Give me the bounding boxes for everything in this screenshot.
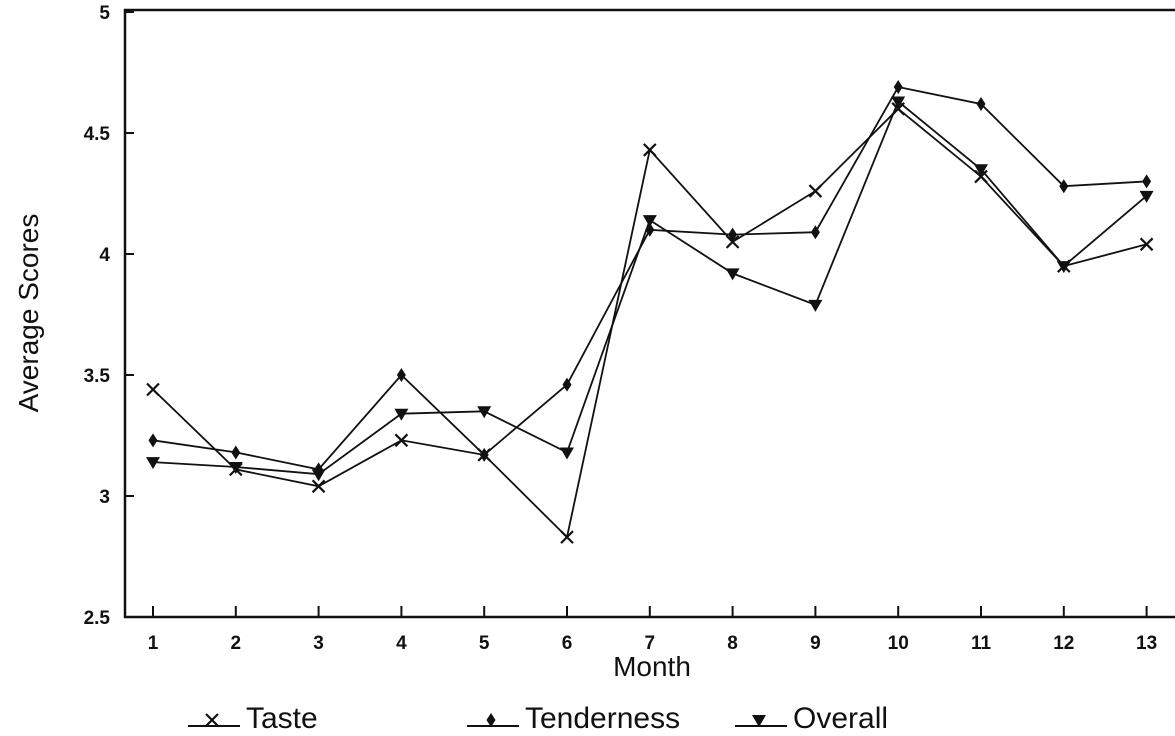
x-tick-label: 4 (396, 633, 407, 654)
x-tick-label: 1 (148, 633, 159, 654)
data-point-taste (311, 479, 326, 494)
series-markers (146, 80, 1154, 544)
plot-frame (123, 8, 1175, 619)
y-tick-label: 4.5 (84, 124, 111, 145)
data-point-taste (974, 169, 988, 184)
data-point-overall (808, 299, 823, 312)
data-point-tenderness (893, 80, 903, 95)
x-tick-label: 13 (1136, 633, 1157, 654)
data-point-overall (477, 406, 492, 419)
data-point-tenderness (645, 222, 655, 237)
legend-label: Overall (793, 702, 888, 735)
data-point-tenderness (479, 447, 489, 462)
legend-label: Tenderness (525, 702, 680, 735)
x-tick-label: 2 (231, 633, 242, 654)
data-point-taste (560, 530, 574, 544)
y-tick-label: 5 (99, 3, 110, 24)
series-lines (152, 85, 1148, 539)
data-point-taste (891, 102, 905, 116)
data-point-tenderness (396, 368, 406, 382)
data-point-taste (394, 433, 409, 448)
series-line-overall (152, 100, 1148, 476)
x-tick-label: 6 (562, 633, 573, 654)
legend: Taste Tenderness Overall (188, 702, 888, 735)
data-point-overall (1056, 261, 1071, 274)
x-axis-title: Month (613, 651, 691, 682)
data-point-overall (146, 457, 160, 470)
y-axis-title: Average Scores (13, 214, 44, 413)
legend-item-taste: Taste (188, 702, 318, 735)
x-tick-label: 12 (1053, 633, 1074, 654)
data-point-tenderness (231, 445, 241, 460)
x-tick-label: 5 (479, 633, 490, 654)
legend-item-overall: Overall (735, 702, 888, 735)
data-point-tenderness (976, 96, 986, 111)
axes (123, 8, 1175, 619)
x-tick-label: 8 (727, 633, 738, 654)
legend-label: Taste (246, 702, 318, 735)
data-point-tenderness (562, 377, 572, 392)
x-tick-label: 9 (810, 633, 821, 654)
data-point-overall (891, 96, 906, 109)
legend-marker-tenderness (486, 713, 496, 727)
data-point-overall (1139, 190, 1154, 203)
data-point-taste (808, 184, 823, 198)
data-point-taste (725, 235, 740, 249)
x-axis-ticks: 1 2 3 4 5 6 7 8 9 10 11 12 13 (148, 606, 1157, 654)
x-tick-label: 7 (645, 633, 656, 654)
data-point-tenderness (1059, 179, 1069, 194)
y-tick-label: 3 (99, 487, 110, 508)
data-point-overall (560, 447, 574, 460)
data-point-tenderness (1142, 174, 1152, 189)
legend-marker-taste (205, 713, 219, 727)
data-point-overall (228, 461, 243, 474)
data-point-taste (1139, 237, 1154, 252)
data-point-taste (146, 382, 160, 397)
legend-marker-overall (752, 715, 766, 727)
legend-item-tenderness: Tenderness (467, 702, 680, 735)
data-point-overall (311, 469, 326, 482)
data-point-overall (642, 215, 657, 228)
data-point-overall (974, 164, 988, 177)
data-point-taste (643, 143, 657, 157)
y-tick-label: 4 (99, 245, 110, 266)
x-tick-label: 3 (313, 633, 324, 654)
data-point-tenderness (148, 433, 158, 448)
data-point-tenderness (810, 225, 820, 240)
y-tick-label: 3.5 (84, 366, 111, 387)
data-point-overall (394, 408, 409, 421)
x-tick-label: 11 (971, 633, 992, 654)
data-point-tenderness (728, 227, 738, 242)
y-axis-ticks: 2.5 3 3.5 4 4.5 5 (84, 3, 134, 629)
data-point-overall (725, 268, 740, 281)
y-tick-label: 2.5 (84, 608, 111, 629)
x-tick-label: 10 (888, 633, 909, 654)
series-line-tenderness (152, 85, 1147, 471)
